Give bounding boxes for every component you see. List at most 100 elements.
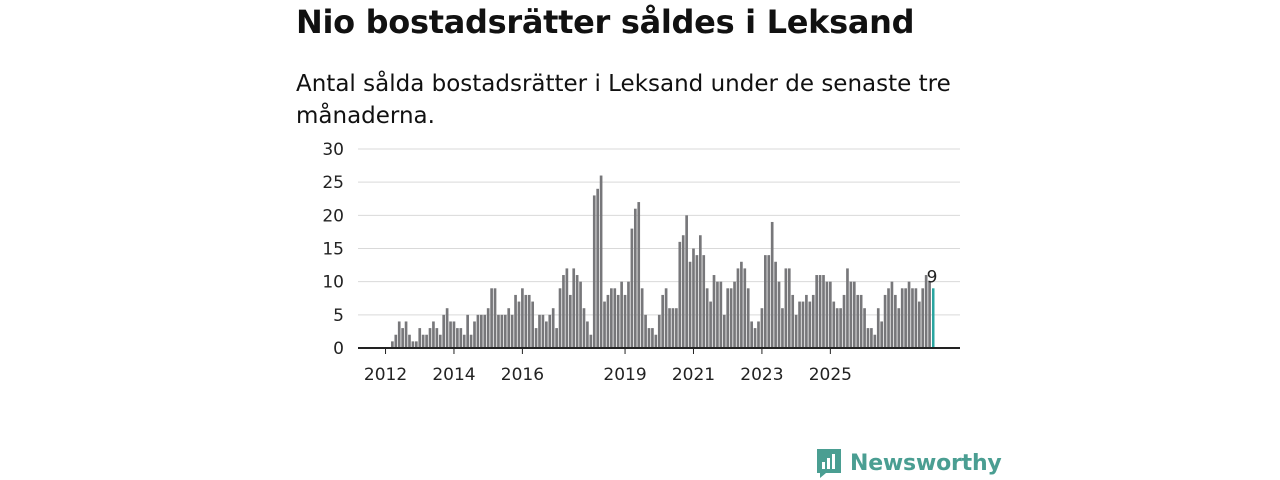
bar [425, 334, 428, 348]
bar [757, 321, 760, 348]
bar [582, 308, 586, 348]
bar [876, 308, 880, 348]
bar [914, 288, 918, 348]
bar [507, 308, 511, 348]
bar [411, 341, 415, 348]
bar [500, 314, 504, 348]
bar [562, 275, 565, 348]
x-tick-label: 2014 [432, 365, 475, 385]
bar [880, 321, 884, 348]
bar [510, 314, 514, 348]
bar [928, 281, 931, 348]
bar [568, 294, 572, 348]
bar [558, 288, 562, 348]
bar [671, 308, 675, 348]
y-axis-ticks: 0 5 10 15 20 25 30 [322, 140, 344, 359]
bar [842, 294, 846, 348]
bar [603, 301, 606, 348]
x-axis-ticks: 2012 2014 2016 2019 2021 2023 2025 [364, 348, 852, 385]
bar [408, 334, 411, 348]
bar [733, 281, 736, 348]
bar [449, 321, 452, 348]
bar [565, 268, 569, 348]
x-tick-label: 2016 [501, 365, 544, 385]
bar [911, 288, 914, 348]
bar [746, 288, 750, 348]
bar [894, 294, 897, 348]
bar [767, 255, 771, 348]
bar [887, 288, 890, 348]
bar [866, 328, 870, 348]
bar [442, 314, 446, 348]
bar [781, 308, 784, 348]
bar [664, 288, 668, 348]
bar [917, 301, 921, 348]
bar [432, 321, 435, 348]
bar [852, 281, 856, 348]
bar [541, 314, 545, 348]
bar [811, 294, 815, 348]
bar [791, 294, 795, 348]
bar [579, 281, 582, 348]
x-tick-label: 2012 [364, 365, 407, 385]
bar [497, 314, 500, 348]
bar [555, 328, 558, 348]
bar [818, 275, 822, 348]
bar [534, 328, 538, 348]
bar [883, 294, 887, 348]
bar [750, 321, 753, 348]
bar [808, 301, 812, 348]
y-tick-label: 30 [322, 140, 344, 160]
bar [815, 275, 818, 348]
bar [473, 321, 476, 348]
bar [620, 281, 623, 348]
bar [397, 321, 401, 348]
bar [486, 308, 490, 348]
bar [705, 288, 709, 348]
y-tick-label: 15 [322, 240, 344, 260]
bar [657, 314, 661, 348]
bar [921, 288, 925, 348]
gridlines [358, 148, 960, 316]
bar [418, 328, 422, 348]
bar [856, 294, 860, 348]
bar [798, 301, 801, 348]
bar [514, 294, 517, 348]
bar [394, 334, 398, 348]
bar [835, 308, 839, 348]
bar [678, 241, 682, 348]
bar [654, 334, 658, 348]
bar [531, 301, 534, 348]
bar [801, 301, 805, 348]
bar [548, 314, 552, 348]
bar [863, 308, 866, 348]
bar [483, 314, 487, 348]
brand-name: Newsworthy [850, 450, 1002, 476]
newsworthy-logo: Newsworthy [814, 446, 1002, 480]
bar [736, 268, 740, 348]
bar [527, 294, 531, 348]
bar [428, 328, 432, 348]
bar [493, 288, 497, 348]
bar [613, 288, 617, 348]
bar [688, 261, 692, 348]
chart-subtitle: Antal sålda bostadsrätter i Leksand unde… [296, 71, 951, 129]
x-tick-label: 2023 [740, 365, 783, 385]
bar [452, 321, 456, 348]
bar [644, 314, 647, 348]
bar [466, 314, 469, 348]
bar [832, 301, 836, 348]
bar [685, 215, 688, 348]
bar [599, 175, 603, 348]
bar [870, 328, 873, 348]
bar [675, 308, 678, 348]
bar [719, 281, 723, 348]
bar [743, 268, 747, 348]
bar [873, 334, 877, 348]
last-value-label: 9 [927, 267, 938, 287]
bar [822, 275, 825, 348]
bar [904, 288, 907, 348]
bar [476, 314, 480, 348]
bar [640, 288, 644, 348]
